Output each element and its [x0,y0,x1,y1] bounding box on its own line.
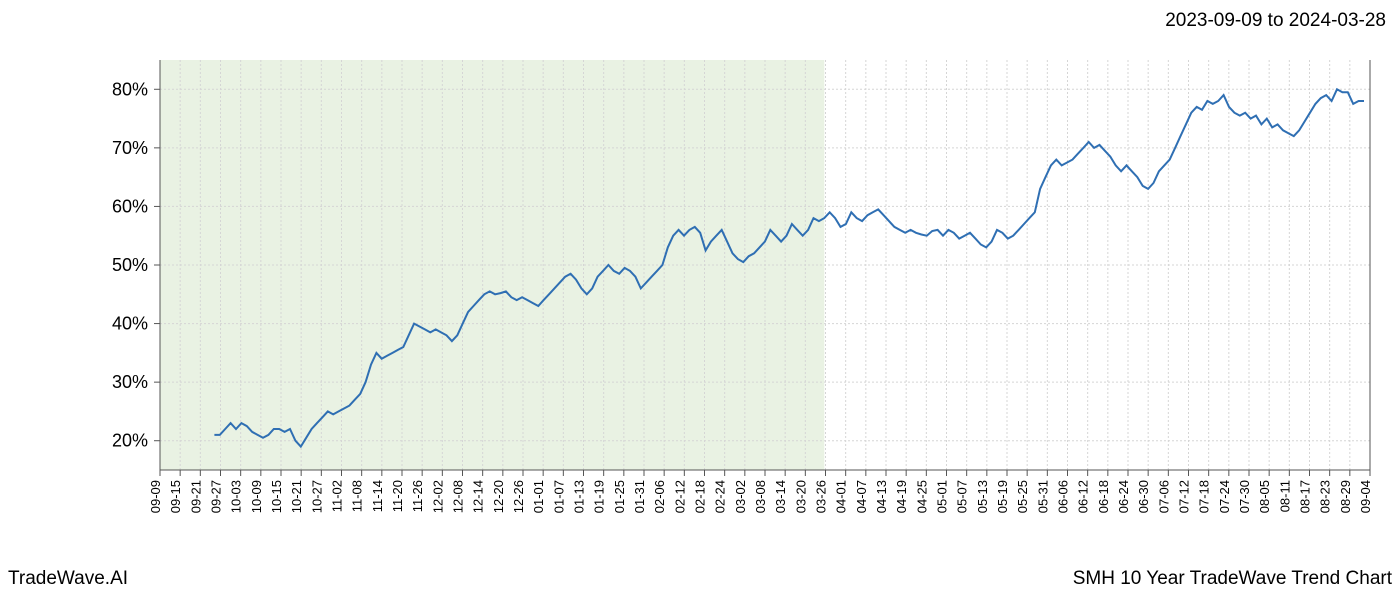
x-tick-label: 01-31 [632,480,647,513]
x-tick-label: 11-02 [330,480,345,512]
x-tick-label: 06-12 [1076,480,1091,513]
x-tick-label: 07-24 [1217,480,1232,513]
x-tick-label: 12-26 [511,480,526,513]
x-tick-label: 10-03 [229,480,244,513]
x-tick-label: 01-01 [531,480,546,513]
x-tick-label: 09-21 [188,480,203,513]
brand-label: TradeWave.AI [8,568,128,590]
x-tick-label: 08-11 [1277,480,1292,512]
x-tick-label: 03-08 [753,480,768,513]
y-tick-label: 20% [112,431,148,451]
x-tick-label: 06-30 [1136,480,1151,513]
x-tick-label: 11-08 [350,480,365,512]
x-tick-label: 01-13 [572,480,587,513]
x-tick-label: 06-06 [1056,480,1071,513]
x-tick-label: 05-07 [955,480,970,513]
x-tick-label: 03-14 [773,480,788,513]
x-tick-label: 04-19 [894,480,909,513]
trend-chart: 20% 30% 40% 50% 60% 70% 80% 09-09 09-15 09-21 09-2… [0,50,1400,530]
x-tick-label: 01-07 [551,480,566,513]
y-tick-label: 50% [112,255,148,275]
x-tick-label: 05-31 [1035,480,1050,513]
x-tick-label: 07-30 [1237,480,1252,513]
x-tick-label: 05-25 [1015,480,1030,513]
x-tick-label: 05-19 [995,480,1010,513]
x-tick-label: 11-26 [410,480,425,512]
x-tick-label: 04-01 [834,480,849,513]
x-tick-label: 10-21 [289,480,304,513]
x-tick-label: 06-24 [1116,480,1131,513]
x-tick-label: 03-26 [814,480,829,513]
x-tick-label: 11-14 [370,480,385,512]
x-tick-label: 06-18 [1096,480,1111,513]
x-tick-label: 08-05 [1257,480,1272,513]
x-tick-label: 10-09 [249,480,264,513]
x-tick-label: 09-27 [209,480,224,513]
x-tick-label: 07-12 [1177,480,1192,513]
x-tick-label: 02-12 [672,480,687,513]
x-tick-label: 01-19 [592,480,607,513]
y-tick-label: 70% [112,138,148,158]
x-tick-label: 09-09 [148,480,163,513]
x-tick-label: 05-01 [935,480,950,513]
x-tick-label: 02-24 [713,480,728,513]
x-tick-label: 08-17 [1298,480,1313,513]
y-tick-label: 60% [112,196,148,216]
y-tick-label: 40% [112,314,148,334]
x-tick-label: 02-06 [652,480,667,513]
x-tick-label: 04-25 [914,480,929,513]
x-tick-label: 11-20 [390,480,405,512]
x-tick-label: 08-23 [1318,480,1333,513]
x-tick-label: 03-02 [733,480,748,513]
chart-svg: 20% 30% 40% 50% 60% 70% 80% 09-09 09-15 09-21 09-2… [0,50,1400,530]
date-range-label: 2023-09-09 to 2024-03-28 [1165,10,1386,32]
x-tick-label: 04-07 [854,480,869,513]
x-tick-label: 03-20 [793,480,808,513]
x-tick-label: 05-13 [975,480,990,513]
x-tick-label: 04-13 [874,480,889,513]
x-tick-label: 07-06 [1156,480,1171,513]
chart-title: SMH 10 Year TradeWave Trend Chart [1073,568,1392,590]
x-tick-label: 09-15 [168,480,183,513]
x-tick-label: 10-27 [309,480,324,513]
x-tick-label: 07-18 [1197,480,1212,513]
x-tick-label: 12-02 [430,480,445,513]
x-tick-label: 10-15 [269,480,284,513]
x-tick-label: 09-04 [1358,480,1373,513]
x-tick-label: 02-18 [693,480,708,513]
x-tick-label: 01-25 [612,480,627,513]
x-tick-label: 12-08 [451,480,466,513]
x-tick-label: 12-14 [471,480,486,513]
y-tick-label: 30% [112,372,148,392]
y-tick-label: 80% [112,79,148,99]
x-tick-label: 12-20 [491,480,506,513]
x-tick-label: 08-29 [1338,480,1353,513]
